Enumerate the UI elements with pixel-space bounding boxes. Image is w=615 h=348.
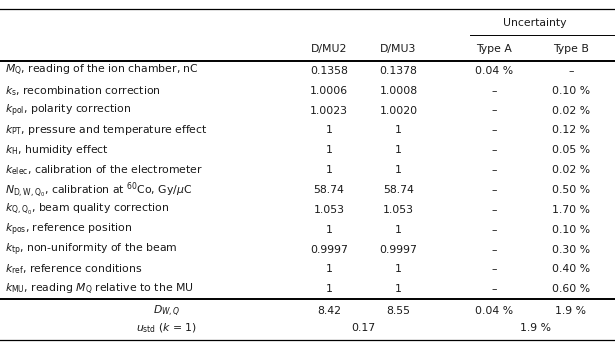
Text: –: – xyxy=(491,225,496,235)
Text: Uncertainty: Uncertainty xyxy=(503,18,567,27)
Text: 8.42: 8.42 xyxy=(317,307,341,316)
Text: 8.55: 8.55 xyxy=(386,307,411,316)
Text: 1.0020: 1.0020 xyxy=(379,105,418,116)
Text: 1: 1 xyxy=(395,165,402,175)
Text: –: – xyxy=(491,86,496,96)
Text: $k_\mathrm{s}$, recombination correction: $k_\mathrm{s}$, recombination correction xyxy=(5,84,161,97)
Text: –: – xyxy=(491,165,496,175)
Text: –: – xyxy=(491,185,496,195)
Text: 1: 1 xyxy=(395,264,402,275)
Text: 0.04 %: 0.04 % xyxy=(475,66,513,76)
Text: $k_\mathrm{ref}$, reference conditions: $k_\mathrm{ref}$, reference conditions xyxy=(5,263,142,276)
Text: 0.1378: 0.1378 xyxy=(379,66,418,76)
Text: 1: 1 xyxy=(395,145,402,155)
Text: 1: 1 xyxy=(325,225,333,235)
Text: 1: 1 xyxy=(325,145,333,155)
Text: –: – xyxy=(491,125,496,135)
Text: $k_\mathrm{Q,Q_0}$, beam quality correction: $k_\mathrm{Q,Q_0}$, beam quality correct… xyxy=(5,202,169,218)
Text: 0.10 %: 0.10 % xyxy=(552,225,590,235)
Text: 1: 1 xyxy=(325,125,333,135)
Text: 1: 1 xyxy=(395,125,402,135)
Text: –: – xyxy=(491,105,496,116)
Text: 1.9 %: 1.9 % xyxy=(520,323,550,333)
Text: $u_\mathrm{std}$ ($k$ = 1): $u_\mathrm{std}$ ($k$ = 1) xyxy=(137,321,197,335)
Text: 0.9997: 0.9997 xyxy=(310,245,348,255)
Text: 0.10 %: 0.10 % xyxy=(552,86,590,96)
Text: –: – xyxy=(491,264,496,275)
Text: Type B: Type B xyxy=(553,44,589,54)
Text: 0.1358: 0.1358 xyxy=(310,66,348,76)
Text: $k_\mathrm{elec}$, calibration of the electrometer: $k_\mathrm{elec}$, calibration of the el… xyxy=(5,163,203,177)
Text: 1.0023: 1.0023 xyxy=(310,105,348,116)
Text: –: – xyxy=(491,284,496,294)
Text: $k_\mathrm{H}$, humidity effect: $k_\mathrm{H}$, humidity effect xyxy=(5,143,109,157)
Text: 1: 1 xyxy=(325,284,333,294)
Text: –: – xyxy=(568,66,573,76)
Text: 1.0006: 1.0006 xyxy=(310,86,348,96)
Text: 1: 1 xyxy=(325,264,333,275)
Text: D/MU3: D/MU3 xyxy=(380,44,417,54)
Text: 0.40 %: 0.40 % xyxy=(552,264,590,275)
Text: 1.70 %: 1.70 % xyxy=(552,205,590,215)
Text: 0.30 %: 0.30 % xyxy=(552,245,590,255)
Text: 0.12 %: 0.12 % xyxy=(552,125,590,135)
Text: $M_\mathrm{Q}$, reading of the ion chamber, nC: $M_\mathrm{Q}$, reading of the ion chamb… xyxy=(5,63,199,78)
Text: $k_\mathrm{MU}$, reading $M_\mathrm{Q}$ relative to the MU: $k_\mathrm{MU}$, reading $M_\mathrm{Q}$ … xyxy=(5,282,194,297)
Text: 1: 1 xyxy=(325,165,333,175)
Text: 0.9997: 0.9997 xyxy=(379,245,418,255)
Text: 1.0008: 1.0008 xyxy=(379,86,418,96)
Text: 0.04 %: 0.04 % xyxy=(475,307,513,316)
Text: D/MU2: D/MU2 xyxy=(311,44,347,54)
Text: 0.02 %: 0.02 % xyxy=(552,165,590,175)
Text: 1.053: 1.053 xyxy=(383,205,414,215)
Text: 0.60 %: 0.60 % xyxy=(552,284,590,294)
Text: $k_\mathrm{pol}$, polarity correction: $k_\mathrm{pol}$, polarity correction xyxy=(5,102,131,119)
Text: 58.74: 58.74 xyxy=(383,185,414,195)
Text: –: – xyxy=(491,245,496,255)
Text: 1.053: 1.053 xyxy=(314,205,344,215)
Text: $N_\mathrm{D,W,Q_0}$, calibration at $^{60}$Co, Gy/$\mu$C: $N_\mathrm{D,W,Q_0}$, calibration at $^{… xyxy=(5,180,192,200)
Text: $D_{W,Q}$: $D_{W,Q}$ xyxy=(153,304,181,319)
Text: 1: 1 xyxy=(395,284,402,294)
Text: 1.9 %: 1.9 % xyxy=(555,307,586,316)
Text: 1: 1 xyxy=(395,225,402,235)
Text: $k_\mathrm{pos}$, reference position: $k_\mathrm{pos}$, reference position xyxy=(5,222,132,238)
Text: Type A: Type A xyxy=(476,44,512,54)
Text: 0.05 %: 0.05 % xyxy=(552,145,590,155)
Text: 0.17: 0.17 xyxy=(352,323,376,333)
Text: –: – xyxy=(491,205,496,215)
Text: 0.50 %: 0.50 % xyxy=(552,185,590,195)
Text: 58.74: 58.74 xyxy=(314,185,344,195)
Text: $k_\mathrm{tp}$, non-uniformity of the beam: $k_\mathrm{tp}$, non-uniformity of the b… xyxy=(5,242,177,258)
Text: $k_\mathrm{PT}$, pressure and temperature effect: $k_\mathrm{PT}$, pressure and temperatur… xyxy=(5,124,208,137)
Text: 0.02 %: 0.02 % xyxy=(552,105,590,116)
Text: –: – xyxy=(491,145,496,155)
